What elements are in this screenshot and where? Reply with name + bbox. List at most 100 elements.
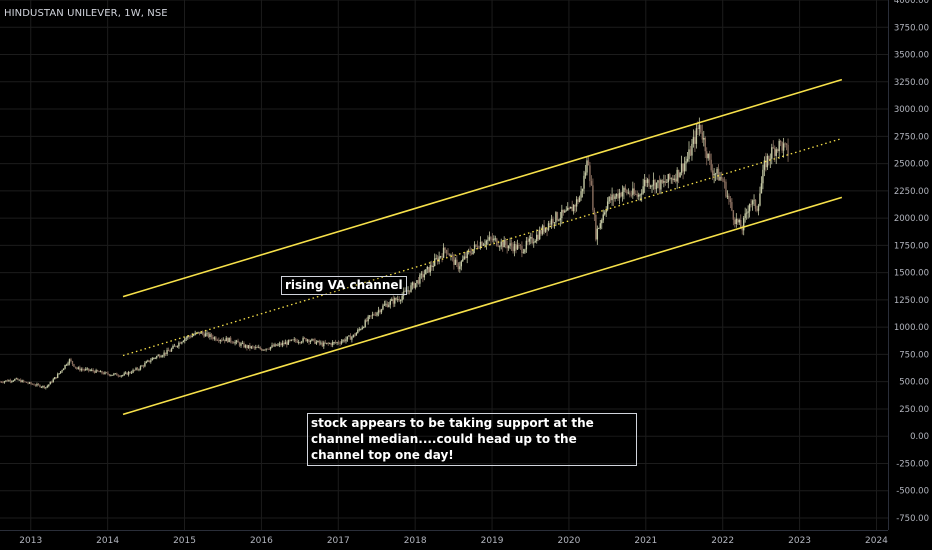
candle-body [596,228,599,240]
candle-body [371,314,374,316]
candle-body [318,340,321,344]
candle-body [626,190,628,194]
candle-body [272,345,275,347]
candle-body [206,332,208,334]
candle-body [612,194,615,199]
candle-body [564,210,566,213]
candle-body [680,163,683,173]
candle-body [700,124,702,133]
candle-body [524,249,526,253]
candle-body [473,244,476,250]
support-note-annotation[interactable]: stock appears to be taking support at th… [307,413,637,466]
candle-body [772,147,774,149]
candle-body [167,349,170,352]
candle-body [513,244,516,252]
candle-body [777,149,779,152]
candle-body [138,369,140,371]
candle-body [255,347,257,348]
candle-body [593,210,596,215]
candle-body [373,314,375,316]
candle-body [741,228,743,231]
candle-body [354,334,356,336]
candle-body [342,339,344,342]
candle-body [231,341,233,343]
candle-body [28,382,31,384]
candle-body [389,300,392,305]
candle-body [287,340,290,345]
candle-body [290,339,292,341]
candle-body [714,173,717,175]
candle-body [64,364,66,369]
candle-body [164,352,167,355]
candle-body [757,205,760,211]
candle-body [368,315,371,317]
candle-body [745,212,748,214]
candle-body [686,158,689,162]
y-tick-label: 3000.00 [894,105,929,115]
candle-body [623,187,625,193]
candle-body [550,218,553,225]
candle-body [627,192,630,194]
candle-body [620,192,622,197]
candle-body [234,341,236,344]
candle-body [695,128,698,144]
symbol-title: HINDUSTAN UNILEVER, 1W, NSE [4,8,168,19]
candle-body [716,168,718,174]
candle-body [454,259,457,265]
candle-body [509,243,511,246]
candle-body [512,246,514,252]
candle-body [379,310,381,313]
candle-body [95,370,97,373]
candle-body [494,238,497,240]
candle-body [738,219,740,223]
candle-body [27,382,29,384]
candle-body [388,304,390,308]
candle-body [605,209,607,213]
candle-body [281,342,284,346]
candle-body [215,337,217,341]
candle-body [640,193,643,195]
candle-body [496,238,498,246]
candle-body [123,373,125,376]
candle-body [218,340,220,342]
candle-body [657,180,659,183]
candle-body [19,379,22,383]
candle-body [581,188,584,192]
candle-body [2,382,4,383]
candle-body [252,346,254,348]
candle-body [286,342,288,345]
candle-body [648,179,650,187]
candle-body [546,227,548,230]
candle-body [602,214,604,221]
candle-body [530,237,532,239]
candle-body [521,245,523,253]
candle-body [42,385,44,387]
candle-body [323,342,325,347]
candle-body [408,290,411,292]
candle-body [45,387,47,389]
candle-body [397,299,399,301]
candle-body [450,255,452,257]
candle-body [646,179,649,183]
candle-body [380,309,383,313]
candle-body [611,194,613,201]
candle-body [54,377,56,380]
candle-body [104,372,106,375]
candle-body [723,181,726,183]
candle-body [589,165,591,182]
channel-label-annotation[interactable]: rising VA channel [281,276,407,295]
candle-body [708,153,711,160]
y-tick-label: 3750.00 [894,23,929,33]
candle-body [331,342,334,346]
candle-body [475,244,477,246]
candle-body [187,336,189,338]
candle-body [329,343,331,345]
candle-body [411,282,414,286]
candle-body [537,234,539,240]
candle-body [253,346,256,348]
candle-body [203,333,205,337]
candle-body [683,163,686,172]
candle-body [717,168,720,181]
candle-body [578,197,581,202]
